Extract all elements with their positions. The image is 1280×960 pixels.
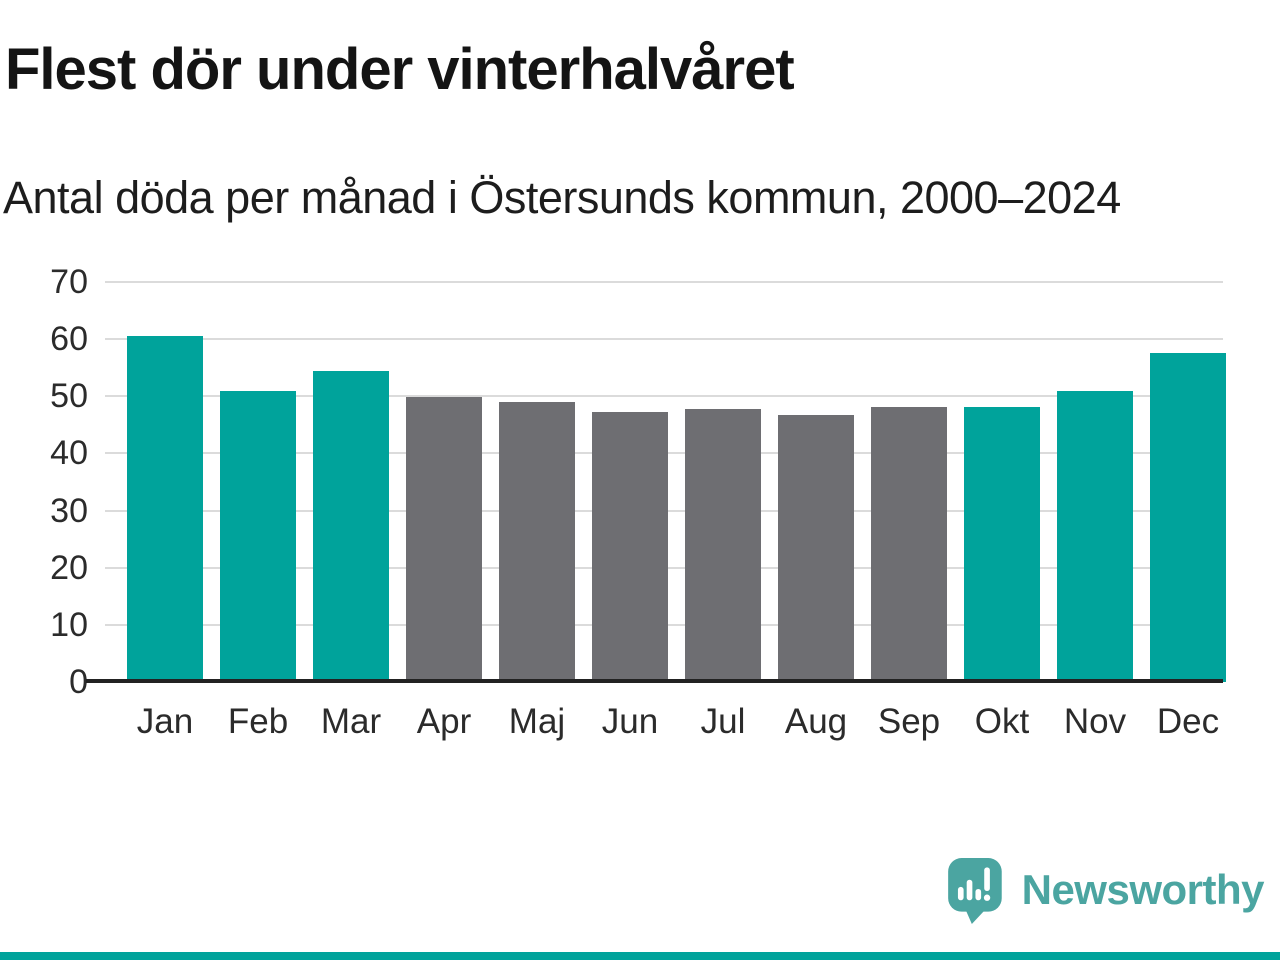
y-tick-label-70: 70 — [50, 263, 88, 301]
x-tick-label-apr: Apr — [416, 702, 472, 741]
x-tick-label-jun: Jun — [601, 702, 659, 741]
y-tick-label-0: 0 — [69, 663, 88, 701]
y-tick-label-50: 50 — [50, 377, 88, 416]
x-tick-label-dec: Dec — [1156, 702, 1220, 741]
newsworthy-speech-bubble-chart-icon — [947, 858, 1002, 924]
bar-series — [105, 282, 1226, 682]
newsworthy-brand: Newsworthy — [946, 856, 1265, 924]
logo-exclamation-dot-icon — [983, 894, 990, 901]
bar-nov — [1057, 391, 1133, 682]
chart-title: Flest dör under vinterhalvåret — [5, 37, 795, 102]
x-tick-label-feb: Feb — [227, 702, 289, 741]
gridline-60 — [105, 338, 1223, 341]
x-tick-label-maj: Maj — [508, 702, 566, 741]
x-tick-label-jul: Jul — [700, 702, 746, 741]
bar-maj — [499, 402, 575, 682]
x-tick-label-jan: Jan — [136, 702, 194, 741]
y-tick-label-60: 60 — [50, 320, 88, 359]
bar-apr — [406, 397, 482, 682]
x-tick-label-mar: Mar — [320, 702, 382, 741]
bar-sep — [871, 407, 947, 682]
gridline-50 — [105, 395, 1223, 398]
x-tick-label-sep: Sep — [877, 702, 941, 741]
logo-exclamation-bar-icon — [983, 867, 990, 892]
y-tick-label-20: 20 — [50, 548, 88, 587]
y-tick-label-30: 30 — [50, 491, 88, 530]
bar-mar — [313, 371, 389, 682]
chart-subtitle: Antal döda per månad i Östersunds kommun… — [3, 172, 1121, 223]
gridline-70 — [105, 281, 1223, 283]
y-axis-tick-labels: 0 10 20 30 40 50 60 70 — [0, 265, 88, 699]
logo-bar-tall-icon — [966, 879, 972, 901]
bar-aug — [778, 414, 854, 682]
x-axis-tick-labels: Jan Feb Mar Apr Maj Jun Jul Aug Sep Okt Nov Dec — [127, 702, 1226, 742]
y-tick-label-10: 10 — [50, 605, 88, 644]
logo-bar-short-icon — [957, 886, 964, 901]
bar-okt — [964, 407, 1040, 682]
footer-accent-strip — [0, 952, 1280, 960]
plot-area — [86, 281, 1226, 683]
bar-dec — [1150, 352, 1226, 682]
bar-jul — [685, 408, 761, 682]
logo-bar-medium-icon — [975, 888, 981, 901]
brand-wordmark: Newsworthy — [1021, 866, 1265, 913]
x-tick-label-aug: Aug — [784, 702, 848, 741]
y-tick-label-40: 40 — [50, 434, 88, 473]
bar-jun — [592, 411, 668, 682]
bar-feb — [220, 390, 296, 682]
x-tick-label-okt: Okt — [974, 702, 1030, 741]
x-tick-label-nov: Nov — [1063, 702, 1127, 741]
x-axis-line — [86, 679, 1223, 683]
bar-jan — [127, 335, 203, 682]
